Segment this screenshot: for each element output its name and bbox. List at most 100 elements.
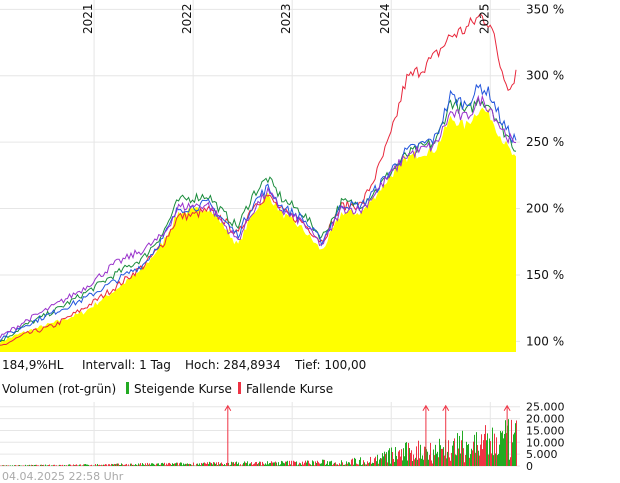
volume-bar [208, 464, 209, 466]
volume-bar [99, 464, 100, 466]
volume-bar [335, 462, 336, 466]
volume-bar [443, 447, 444, 466]
volume-bar [384, 451, 385, 466]
volume-bar [339, 463, 340, 466]
volume-bar [229, 465, 230, 466]
volume-bar [204, 462, 205, 466]
volume-bar [266, 464, 267, 466]
volume-bar [403, 448, 404, 466]
volume-bar [381, 458, 382, 466]
volume-bar [126, 463, 127, 466]
volume-bar [373, 462, 374, 466]
volume-bar [83, 464, 84, 466]
volume-y-tick-label: 10.000 [526, 436, 565, 449]
volume-bar [450, 460, 451, 466]
volume-bar [167, 464, 168, 466]
volume-bar [402, 460, 403, 466]
volume-bar [439, 438, 440, 466]
volume-bar [128, 464, 129, 466]
volume-bar [119, 465, 120, 466]
volume-bar [150, 464, 151, 466]
volume-bar [240, 464, 241, 466]
volume-bar [25, 464, 26, 466]
volume-bar [212, 464, 213, 466]
volume-bar [253, 464, 254, 466]
volume-bar [199, 463, 200, 466]
volume-bar [160, 464, 161, 466]
volume-bar [277, 465, 278, 466]
volume-bar [469, 457, 470, 466]
volume-bar [318, 462, 319, 466]
volume-bar [279, 465, 280, 466]
volume-bar [12, 465, 13, 466]
volume-bar [404, 456, 405, 466]
y-tick-label: 350 % [526, 2, 564, 16]
volume-bar [73, 464, 74, 466]
volume-bar [405, 442, 406, 466]
volume-bar [463, 448, 464, 466]
volume-bar [144, 465, 145, 466]
volume-bar [91, 464, 92, 466]
volume-bar [424, 446, 425, 466]
volume-bar [265, 463, 266, 466]
volume-bar [385, 453, 386, 466]
volume-bar [327, 461, 328, 466]
volume-bar [280, 464, 281, 466]
volume-bar [407, 460, 408, 466]
high-label: Hoch: 284,8934 [185, 358, 281, 372]
volume-bar [45, 464, 46, 466]
volume-bar [88, 464, 89, 466]
volume-bar [219, 464, 220, 466]
volume-bar [355, 458, 356, 466]
volume-bar [27, 465, 28, 466]
x-tick-label: 2024 [378, 3, 392, 34]
volume-bar [498, 453, 499, 466]
volume-bar [509, 459, 510, 466]
volume-bar [302, 461, 303, 466]
volume-bar [329, 461, 330, 466]
volume-bar [147, 462, 148, 466]
volume-bar [436, 453, 437, 466]
volume-bar [516, 420, 517, 466]
volume-bar [453, 441, 454, 466]
volume-bar [174, 463, 175, 466]
volume-bar [165, 465, 166, 466]
volume-bar [400, 456, 401, 466]
volume-bar [364, 462, 365, 466]
volume-bar [145, 463, 146, 466]
volume-bar [421, 458, 422, 466]
volume-bar [64, 464, 65, 466]
volume-bar [488, 454, 489, 466]
volume-bar [28, 465, 29, 466]
volume-bar [278, 462, 279, 466]
volume-bar [56, 465, 57, 466]
volume-bar [495, 453, 496, 466]
volume-bar [320, 463, 321, 466]
volume-bar [331, 460, 332, 466]
volume-bar [133, 464, 134, 466]
volume-spike-arrow [503, 404, 511, 411]
x-tick-label: 2022 [180, 3, 194, 34]
volume-bar [401, 449, 402, 466]
volume-bar [224, 464, 225, 466]
volume-bar [14, 465, 15, 466]
volume-bar [501, 432, 502, 466]
volume-bar [483, 440, 484, 466]
volume-bar [18, 465, 19, 466]
volume-bar [254, 463, 255, 466]
volume-bar [410, 452, 411, 466]
volume-bar [286, 461, 287, 466]
volume-bar [340, 464, 341, 466]
volume-bar [464, 462, 465, 466]
volume-bar [458, 448, 459, 466]
volume-bar [258, 463, 259, 466]
volume-bar [60, 464, 61, 466]
volume-bar [369, 462, 370, 466]
volume-bar [455, 454, 456, 466]
price-lines-layer [0, 12, 517, 346]
volume-bar [151, 463, 152, 466]
volume-bar [84, 464, 85, 466]
volume-bar [375, 456, 376, 466]
x-tick-label: 2025 [477, 3, 491, 34]
volume-bar [230, 464, 231, 466]
